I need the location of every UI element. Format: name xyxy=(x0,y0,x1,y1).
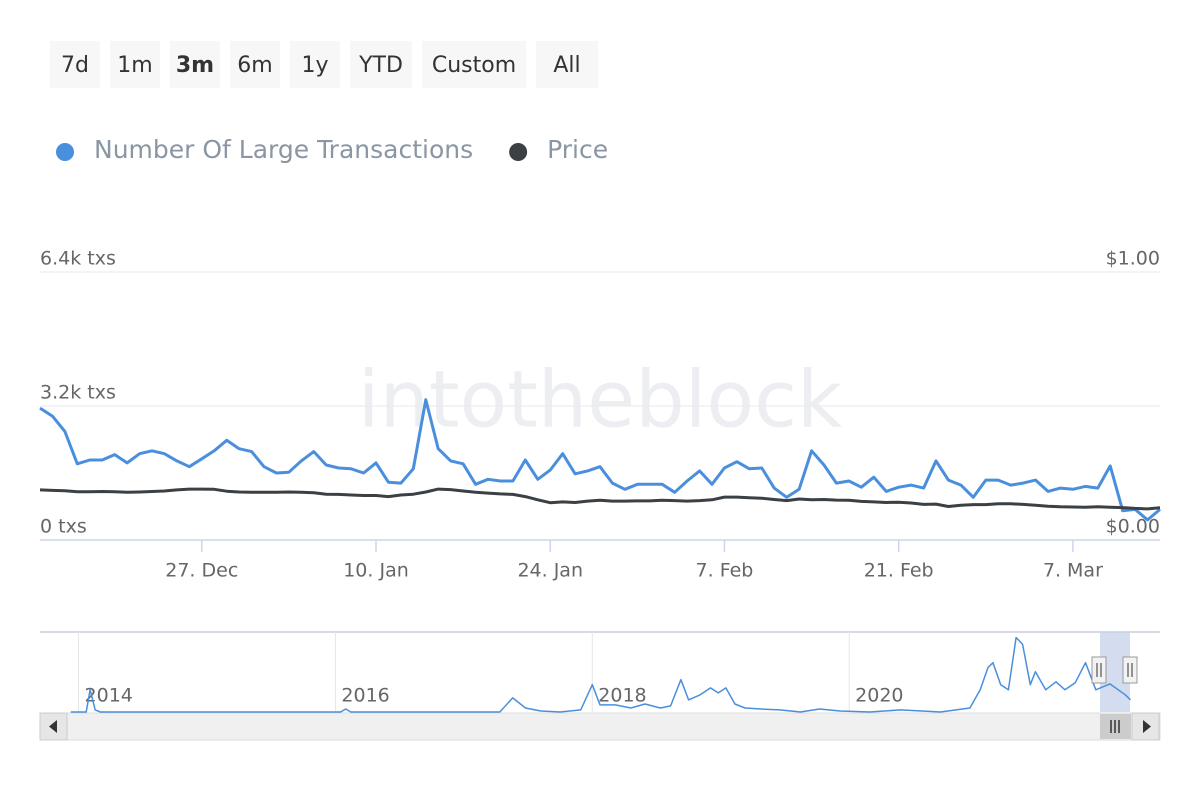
range-button-label: 1m xyxy=(117,53,152,78)
y2-tick-label: $0.00 xyxy=(1106,516,1160,538)
range-button[interactable] xyxy=(170,41,220,88)
series-line xyxy=(39,487,1161,511)
range-button-label: 6m xyxy=(237,53,272,78)
x-tick-label: 27. Dec xyxy=(165,560,238,582)
handle-grip xyxy=(1096,663,1102,677)
series-line xyxy=(39,398,1161,522)
range-button[interactable] xyxy=(50,41,100,88)
range-button[interactable] xyxy=(230,41,280,88)
navigator-tick-label: 2020 xyxy=(855,685,903,707)
legend-label[interactable]: Number Of Large Transactions xyxy=(94,135,473,164)
y-tick-label: 0 txs xyxy=(40,516,87,538)
range-button-label: 7d xyxy=(61,53,89,78)
series-line xyxy=(70,636,1132,713)
range-button-label: YTD xyxy=(358,53,403,78)
thumb-grip xyxy=(1110,720,1120,733)
scrollbar-track[interactable] xyxy=(39,712,1161,741)
navigator-tick-label: 2016 xyxy=(341,685,389,707)
scroll-right-button[interactable] xyxy=(1131,712,1160,741)
handle-grip xyxy=(1127,663,1133,677)
range-button[interactable] xyxy=(422,41,526,88)
x-tick-label: 10. Jan xyxy=(343,560,409,582)
y-tick-label: 3.2k txs xyxy=(40,382,116,404)
range-button[interactable] xyxy=(110,41,160,88)
navigator-handle[interactable] xyxy=(1122,656,1138,684)
legend-marker[interactable] xyxy=(56,143,74,161)
navigator-handle[interactable] xyxy=(1091,656,1107,684)
navigator-tick-label: 2018 xyxy=(598,685,646,707)
legend-label[interactable]: Price xyxy=(547,135,608,164)
y-tick-label: 6.4k txs xyxy=(40,248,116,270)
x-tick-label: 21. Feb xyxy=(864,560,934,582)
navigator-tick-label: 2014 xyxy=(85,685,133,707)
legend-marker[interactable] xyxy=(509,143,528,161)
x-tick-label: 7. Mar xyxy=(1043,560,1103,582)
range-button[interactable] xyxy=(290,41,340,88)
range-button[interactable] xyxy=(536,41,598,88)
range-button[interactable] xyxy=(350,41,412,88)
watermark: intotheblock xyxy=(358,355,842,445)
x-tick-label: 7. Feb xyxy=(696,560,754,582)
x-tick-label: 24. Jan xyxy=(517,560,583,582)
left-arrow xyxy=(49,720,57,733)
range-button-label: Custom xyxy=(432,53,516,78)
range-button-label: 3m xyxy=(176,53,214,78)
right-arrow xyxy=(1143,720,1151,733)
y2-tick-label: $1.00 xyxy=(1106,248,1160,270)
range-button-label: 1y xyxy=(301,53,328,78)
range-button-label: All xyxy=(553,53,580,78)
